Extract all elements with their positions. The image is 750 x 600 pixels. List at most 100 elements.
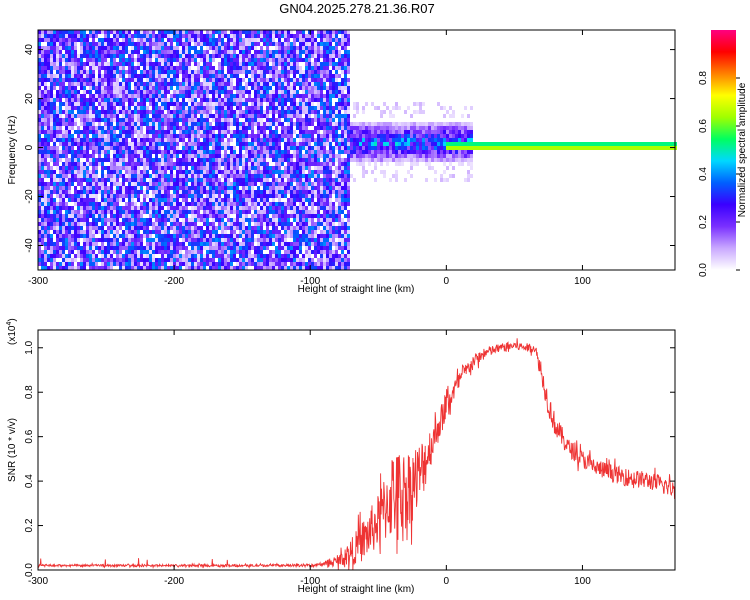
spectrogram-cell [260,254,263,258]
spectrogram-cell [62,230,65,234]
spectrogram-cell [185,206,188,210]
spectrogram-cell [185,146,188,150]
spectrogram-cell [161,170,164,174]
spectrogram-cell [200,154,203,158]
spectrogram-cell [113,90,116,94]
spectrogram-cell [83,150,86,154]
spectrogram-cell [233,246,236,250]
spectrogram-cell [158,78,161,82]
spectrogram-cell [77,154,80,158]
spectrogram-cell [140,142,143,146]
spectrogram-cell [236,234,239,238]
spectrogram-cell [161,118,164,122]
spectrogram-cell [116,146,119,150]
spectrogram-cell [221,102,224,106]
spectrogram-cell [200,86,203,90]
spectrogram-cell [134,206,137,210]
spectrogram-cell [50,122,53,126]
spectrogram-cell [131,50,134,54]
spectrogram-cell [53,154,56,158]
spectrogram-cell [62,58,65,62]
spectrogram-cell [230,34,233,38]
spectrogram-cell [254,254,257,258]
spectrogram-cell [137,254,140,258]
spectrogram-cell [77,198,80,202]
spectrogram-cell [38,158,41,162]
spectrogram-cell [245,242,248,246]
spectrogram-cell [278,114,281,118]
spectrogram-cell [275,206,278,210]
spectrogram-cell [263,90,266,94]
spectrogram-cell [146,186,149,190]
spectrogram-cell [212,42,215,46]
spectrogram-cell [167,130,170,134]
spectrogram-cell [71,262,74,266]
spectrogram-cell [107,234,110,238]
spectrogram-cell [128,146,131,150]
spectrogram-cell [233,110,236,114]
spectrogram-cell [122,106,125,110]
spectrogram-cell [86,262,89,266]
spectrogram-cell [302,218,305,222]
spectrogram-cell [161,82,164,86]
spectrogram-cell [296,54,299,58]
spectrogram-cell [176,34,179,38]
spectrogram-cell [113,62,116,66]
spectrogram-cell [137,150,140,154]
spectrogram-cell [218,98,221,102]
spectrogram-cell [233,202,236,206]
spectrogram-cell [206,238,209,242]
spectrogram-cell [209,242,212,246]
spectrogram-cell [104,78,107,82]
spectrogram-cell [167,218,170,222]
spectrogram-cell [155,90,158,94]
spectrogram-cell [80,222,83,226]
spectrogram-cell [95,218,98,222]
spectrogram-cell [50,74,53,78]
spectrogram-cell [101,166,104,170]
spectrogram-cell [119,158,122,162]
spectrogram-cell [98,70,101,74]
spectrogram-cell [95,110,98,114]
spectrogram-cell [170,94,173,98]
spectrogram-cell [71,78,74,82]
spectrogram-cell [272,70,275,74]
spectrogram-cell [44,134,47,138]
spectrogram-cell [104,42,107,46]
spectrogram-cell [179,134,182,138]
spectrogram-cell [104,222,107,226]
spectrogram-cell [233,46,236,50]
spectrogram-cell [179,214,182,218]
spectrogram-cell [221,54,224,58]
spectrogram-cell [41,82,44,86]
spectrogram-cell [218,190,221,194]
spectrogram-cell [182,78,185,82]
spectrogram-cell [215,206,218,210]
spectrogram-cell [263,62,266,66]
spectrogram-cell [176,202,179,206]
spectrogram-cell [41,46,44,50]
spectrogram-cell [104,202,107,206]
spectrogram-cell [131,246,134,250]
spectrogram-cell [38,222,41,226]
spectrogram-cell [305,218,308,222]
spectrogram-cell [80,122,83,126]
spectrogram-cell [254,34,257,38]
spectrogram-cell [182,202,185,206]
spectrogram-cell [125,242,128,246]
spectrogram-cell [119,214,122,218]
spectrogram-cell [305,78,308,82]
spectrogram-cell [182,30,185,34]
spectrogram-cell [293,186,296,190]
spectrogram-cell [137,178,140,182]
spectrogram-cell [179,186,182,190]
spectrogram-cell [263,198,266,202]
spectrogram-cell [158,218,161,222]
spectrogram-cell [110,54,113,58]
spectrogram-cell [164,66,167,70]
spectrogram-cell [287,146,290,150]
spectrogram-cell [299,38,302,42]
spectrogram-cell [101,150,104,154]
spectrogram-cell [242,62,245,66]
spectrogram-cell [143,234,146,238]
